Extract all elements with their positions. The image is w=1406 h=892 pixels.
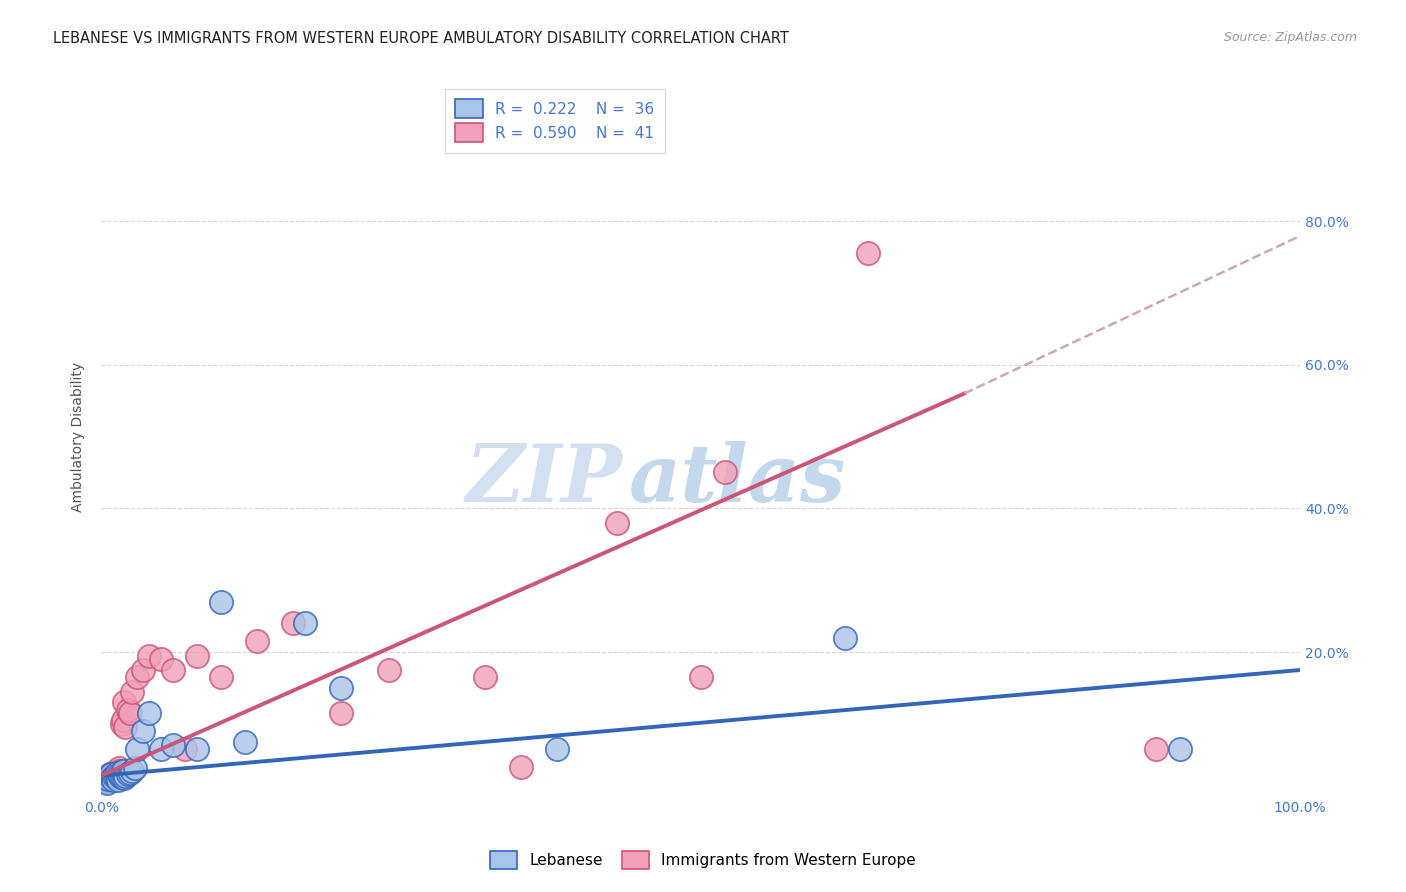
Point xyxy=(121,764,143,778)
Point xyxy=(150,742,173,756)
Point xyxy=(118,706,141,720)
Point xyxy=(330,681,353,695)
Point xyxy=(546,742,568,756)
Point xyxy=(186,742,208,756)
Text: ZIP: ZIP xyxy=(465,441,623,518)
Point xyxy=(107,767,129,781)
Point xyxy=(117,767,139,781)
Point xyxy=(112,771,135,785)
Point xyxy=(97,768,120,782)
Point xyxy=(186,648,208,663)
Point xyxy=(110,717,132,731)
Point xyxy=(104,770,127,784)
Point xyxy=(111,713,134,727)
Point xyxy=(162,739,184,753)
Point xyxy=(713,466,735,480)
Point xyxy=(1144,742,1167,756)
Point xyxy=(112,695,135,709)
Point xyxy=(94,771,117,785)
Point xyxy=(132,724,155,739)
Point xyxy=(104,768,127,782)
Point xyxy=(94,771,117,785)
Point xyxy=(138,706,160,720)
Point xyxy=(110,770,132,784)
Point xyxy=(96,776,118,790)
Point xyxy=(105,765,128,780)
Point xyxy=(93,774,115,789)
Point xyxy=(281,616,304,631)
Point xyxy=(174,742,197,756)
Point xyxy=(94,774,117,789)
Point xyxy=(330,706,353,720)
Point xyxy=(97,772,120,787)
Point xyxy=(294,616,316,631)
Point xyxy=(124,761,146,775)
Point xyxy=(105,764,128,778)
Point xyxy=(118,765,141,780)
Point xyxy=(127,670,149,684)
Point xyxy=(209,670,232,684)
Point xyxy=(93,772,115,787)
Point xyxy=(98,767,121,781)
Y-axis label: Ambulatory Disability: Ambulatory Disability xyxy=(72,361,86,512)
Point xyxy=(834,631,856,645)
Point xyxy=(96,771,118,785)
Point xyxy=(94,772,117,787)
Legend: Lebanese, Immigrants from Western Europe: Lebanese, Immigrants from Western Europe xyxy=(484,845,922,875)
Point xyxy=(509,760,531,774)
Point xyxy=(108,761,131,775)
Text: atlas: atlas xyxy=(628,441,846,518)
Point xyxy=(107,772,129,787)
Point xyxy=(606,516,628,530)
Text: Source: ZipAtlas.com: Source: ZipAtlas.com xyxy=(1223,31,1357,45)
Point xyxy=(474,670,496,684)
Point xyxy=(103,771,125,785)
Point xyxy=(127,742,149,756)
Point xyxy=(209,595,232,609)
Point xyxy=(110,768,132,782)
Legend: R =  0.222    N =  36, R =  0.590    N =  41: R = 0.222 N = 36, R = 0.590 N = 41 xyxy=(444,88,665,153)
Point xyxy=(100,768,122,782)
Point xyxy=(117,702,139,716)
Point xyxy=(114,768,136,782)
Point xyxy=(103,767,125,781)
Point xyxy=(100,767,122,781)
Point xyxy=(689,670,711,684)
Point xyxy=(98,768,121,782)
Point xyxy=(138,648,160,663)
Point xyxy=(150,652,173,666)
Point xyxy=(108,767,131,781)
Point xyxy=(103,768,125,782)
Point xyxy=(101,765,124,780)
Point xyxy=(233,735,256,749)
Point xyxy=(132,663,155,677)
Point xyxy=(111,764,134,778)
Point xyxy=(103,772,125,787)
Point xyxy=(110,764,132,778)
Point xyxy=(162,663,184,677)
Point xyxy=(378,663,401,677)
Point xyxy=(246,634,269,648)
Point xyxy=(1168,742,1191,756)
Point xyxy=(101,771,124,785)
Point xyxy=(121,684,143,698)
Text: LEBANESE VS IMMIGRANTS FROM WESTERN EUROPE AMBULATORY DISABILITY CORRELATION CHA: LEBANESE VS IMMIGRANTS FROM WESTERN EURO… xyxy=(53,31,789,46)
Point xyxy=(858,246,880,260)
Point xyxy=(114,721,136,735)
